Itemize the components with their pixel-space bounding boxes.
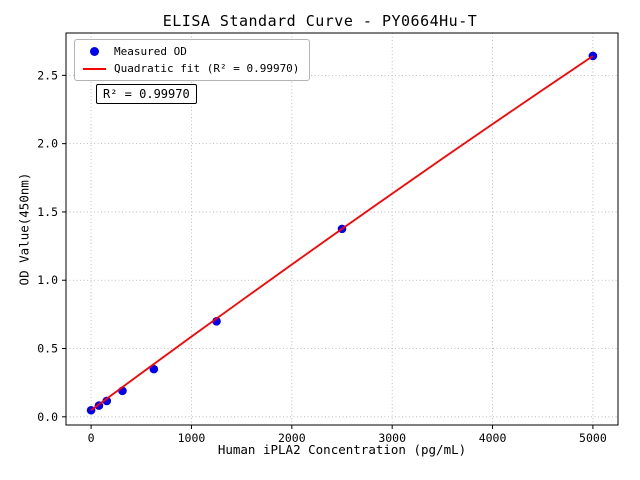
x-axis-label: Human iPLA2 Concentration (pg/mL) — [217, 442, 467, 457]
quadratic-fit-line-icon — [83, 67, 106, 70]
y-tick-label: 2.0 — [37, 137, 58, 151]
y-tick-label: 2.5 — [37, 68, 58, 82]
x-tick-label: 0 — [88, 431, 95, 445]
x-tick-label: 2000 — [278, 431, 306, 445]
legend-item-measured-od: Measured OD — [83, 45, 299, 58]
r-squared-annotation: R² = 0.99970 — [96, 84, 197, 104]
chart-title: ELISA Standard Curve - PY0664Hu-T — [162, 12, 478, 30]
data-point — [102, 396, 112, 406]
measured-od-marker-icon — [90, 47, 99, 56]
legend-label: Measured OD — [114, 45, 187, 58]
y-tick-label: 0.0 — [37, 410, 58, 424]
legend-item-quadratic-fit: Quadratic fit (R² = 0.99970) — [83, 62, 299, 75]
data-point — [149, 364, 159, 374]
y-tick-label: 1.0 — [37, 273, 58, 287]
tick-marks-and-labels: 0 1000 2000 3000 4000 5000 0.0 0.5 1.0 1.5 2.0 2.5 — [37, 68, 607, 445]
x-tick-label: 4000 — [479, 431, 507, 445]
fit-line — [90, 55, 594, 411]
x-tick-label: 3000 — [378, 431, 406, 445]
y-tick-label: 1.5 — [37, 205, 58, 219]
x-tick-label: 5000 — [579, 431, 607, 445]
plot-border — [65, 32, 619, 426]
data-series — [86, 51, 598, 415]
axes-frame — [65, 32, 619, 426]
legend: Measured OD Quadratic fit (R² = 0.99970) — [74, 39, 311, 81]
y-axis-label: OD Value(450nm) — [16, 172, 32, 286]
x-tick-label: 1000 — [178, 431, 206, 445]
legend-label: Quadratic fit (R² = 0.99970) — [114, 62, 300, 75]
y-tick-label: 0.5 — [37, 342, 58, 356]
